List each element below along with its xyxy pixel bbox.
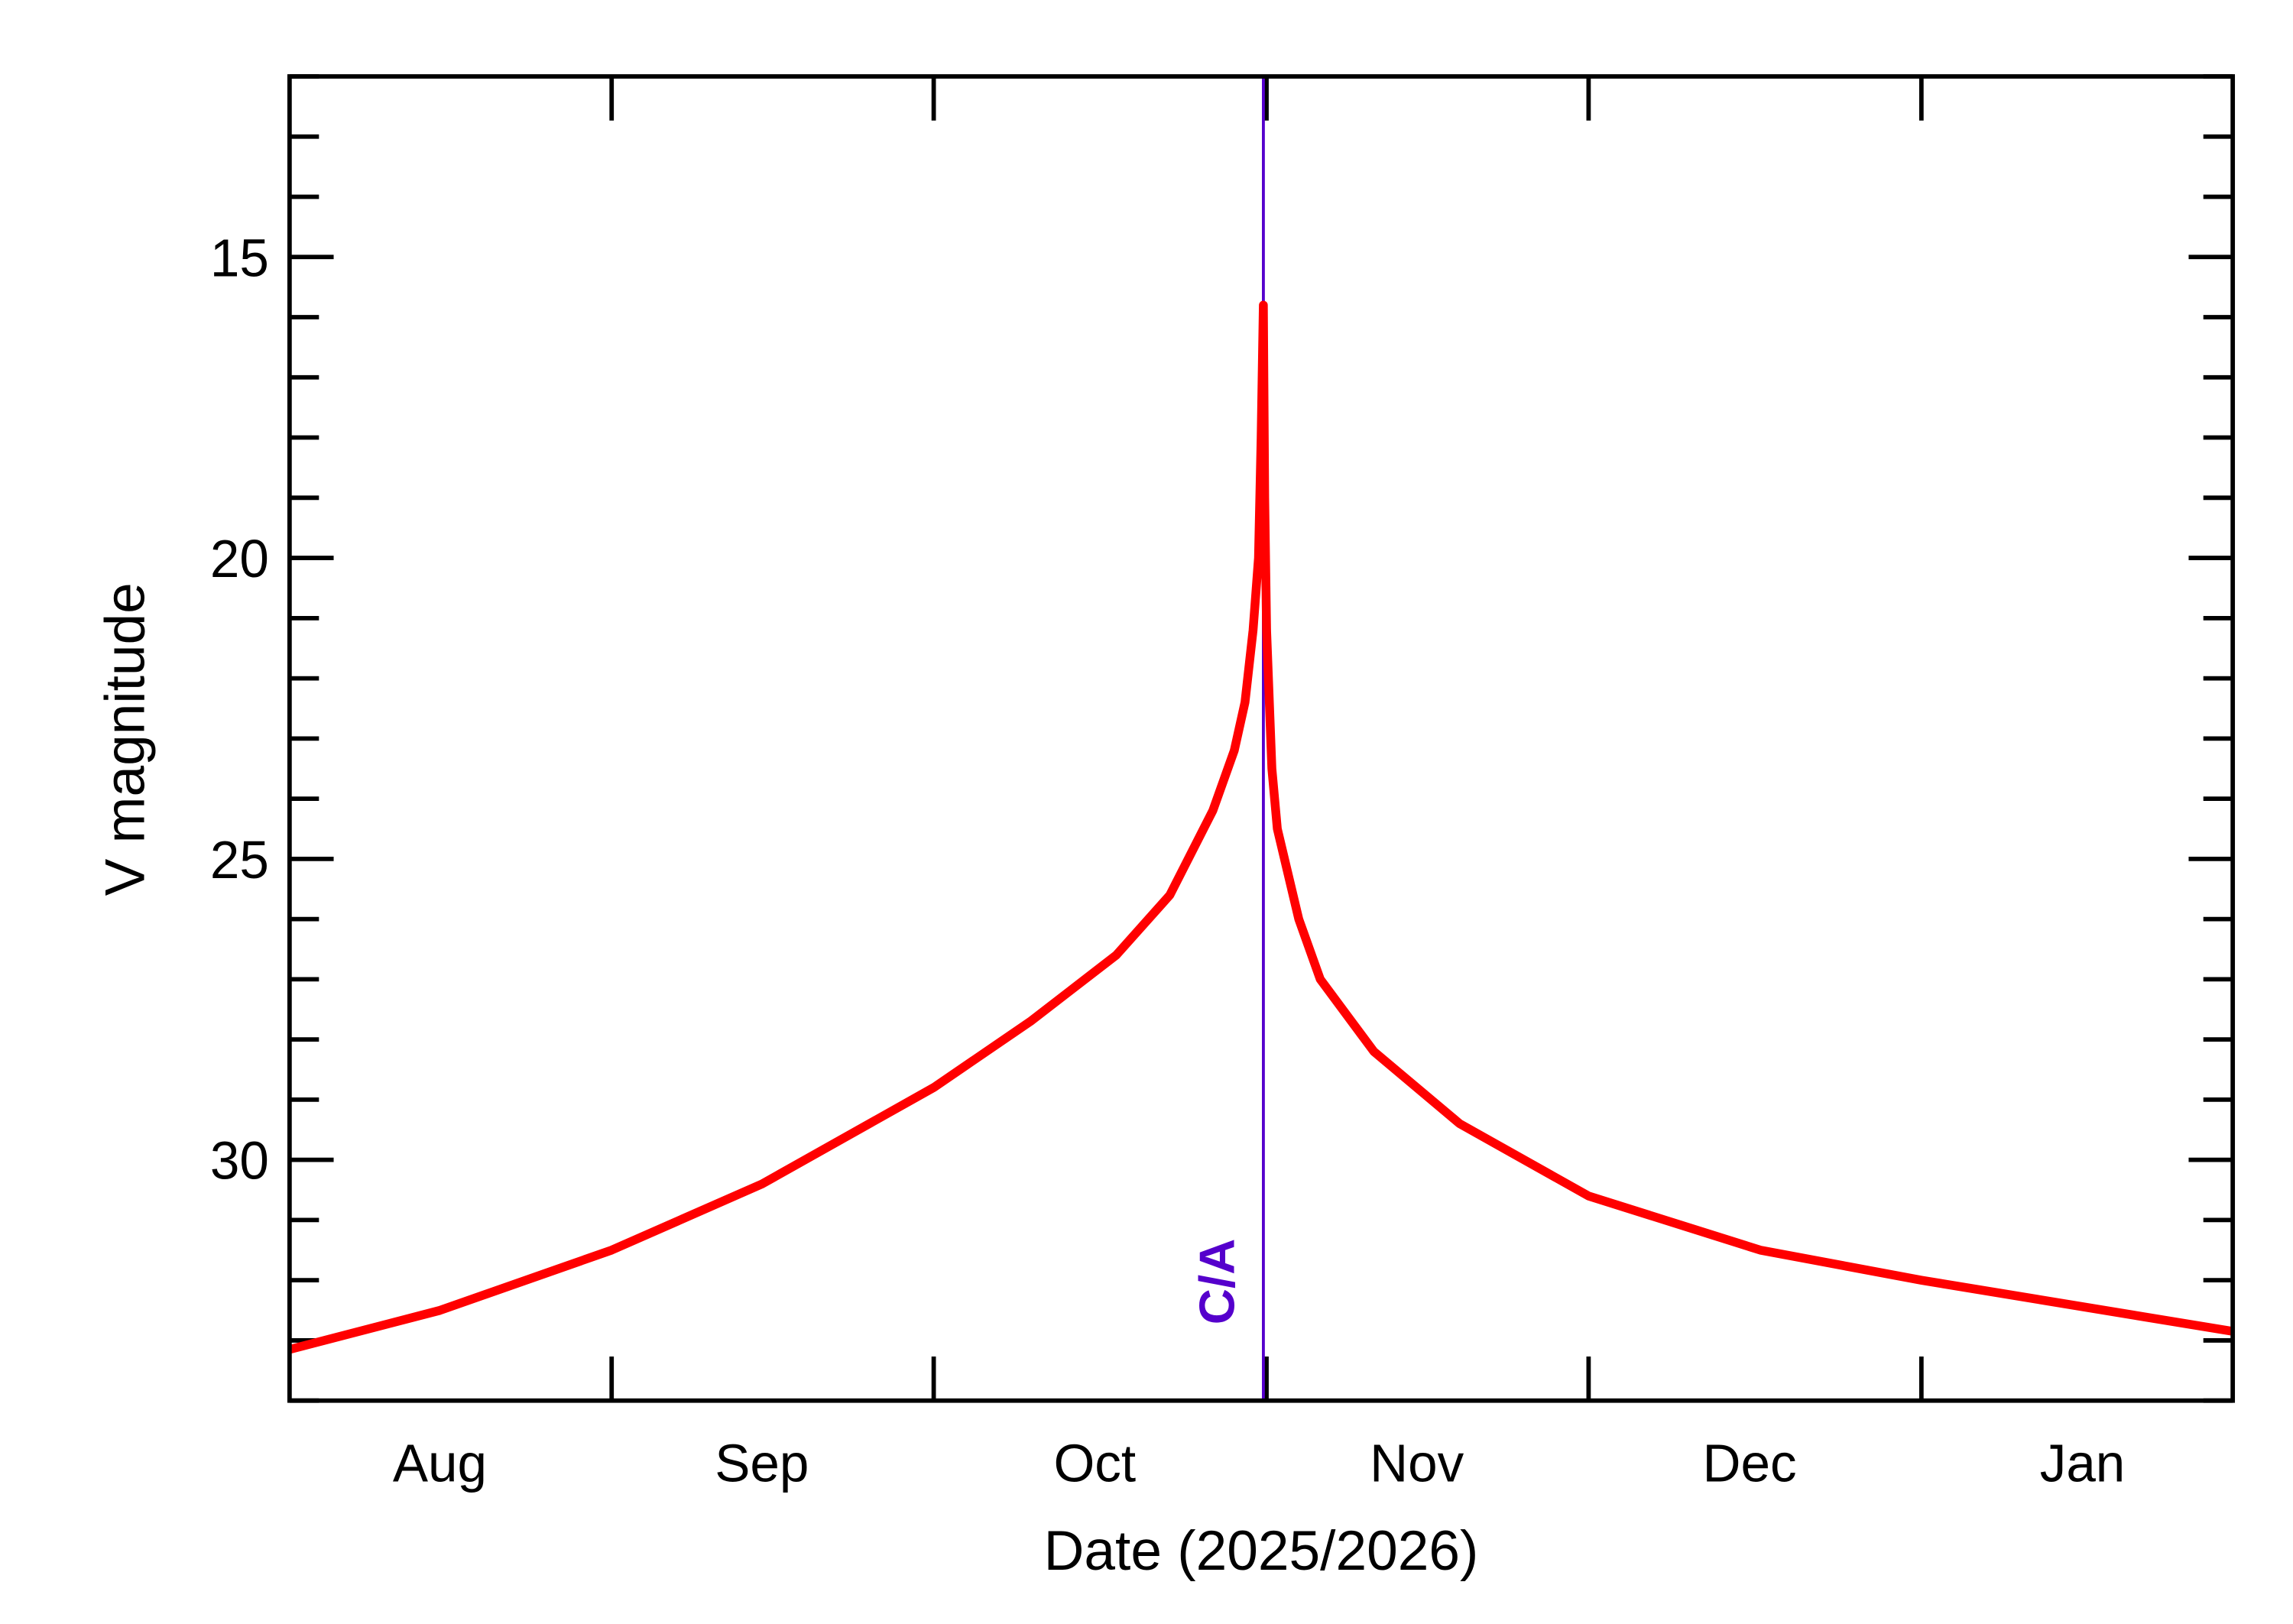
x-tick-labels: Aug Sep Oct Nov Dec Jan: [393, 1433, 2125, 1493]
x-axis-label: Date (2025/2026): [1044, 1520, 1479, 1582]
y-axis-label: V magnitude: [94, 582, 156, 896]
closest-approach-label: C/A: [1189, 1239, 1244, 1325]
y-tick-label: 30: [210, 1131, 269, 1191]
x-tick-label: Oct: [1053, 1433, 1136, 1493]
x-tick-label: Aug: [393, 1433, 487, 1493]
y-tick-label: 25: [210, 830, 269, 890]
x-tick-label: Jan: [2040, 1433, 2126, 1493]
x-tick-label: Nov: [1370, 1433, 1464, 1493]
x-tick-label: Sep: [715, 1433, 809, 1493]
series-line: [288, 300, 2234, 1354]
y-tick-label: 20: [210, 529, 269, 588]
y-tick-label: 15: [210, 228, 269, 287]
axis-ticks: [289, 74, 2233, 1403]
plot-frame: [287, 74, 2236, 1403]
y-tick-labels: 15 20 25 30: [210, 228, 269, 1190]
x-tick-label: Dec: [1703, 1433, 1797, 1493]
